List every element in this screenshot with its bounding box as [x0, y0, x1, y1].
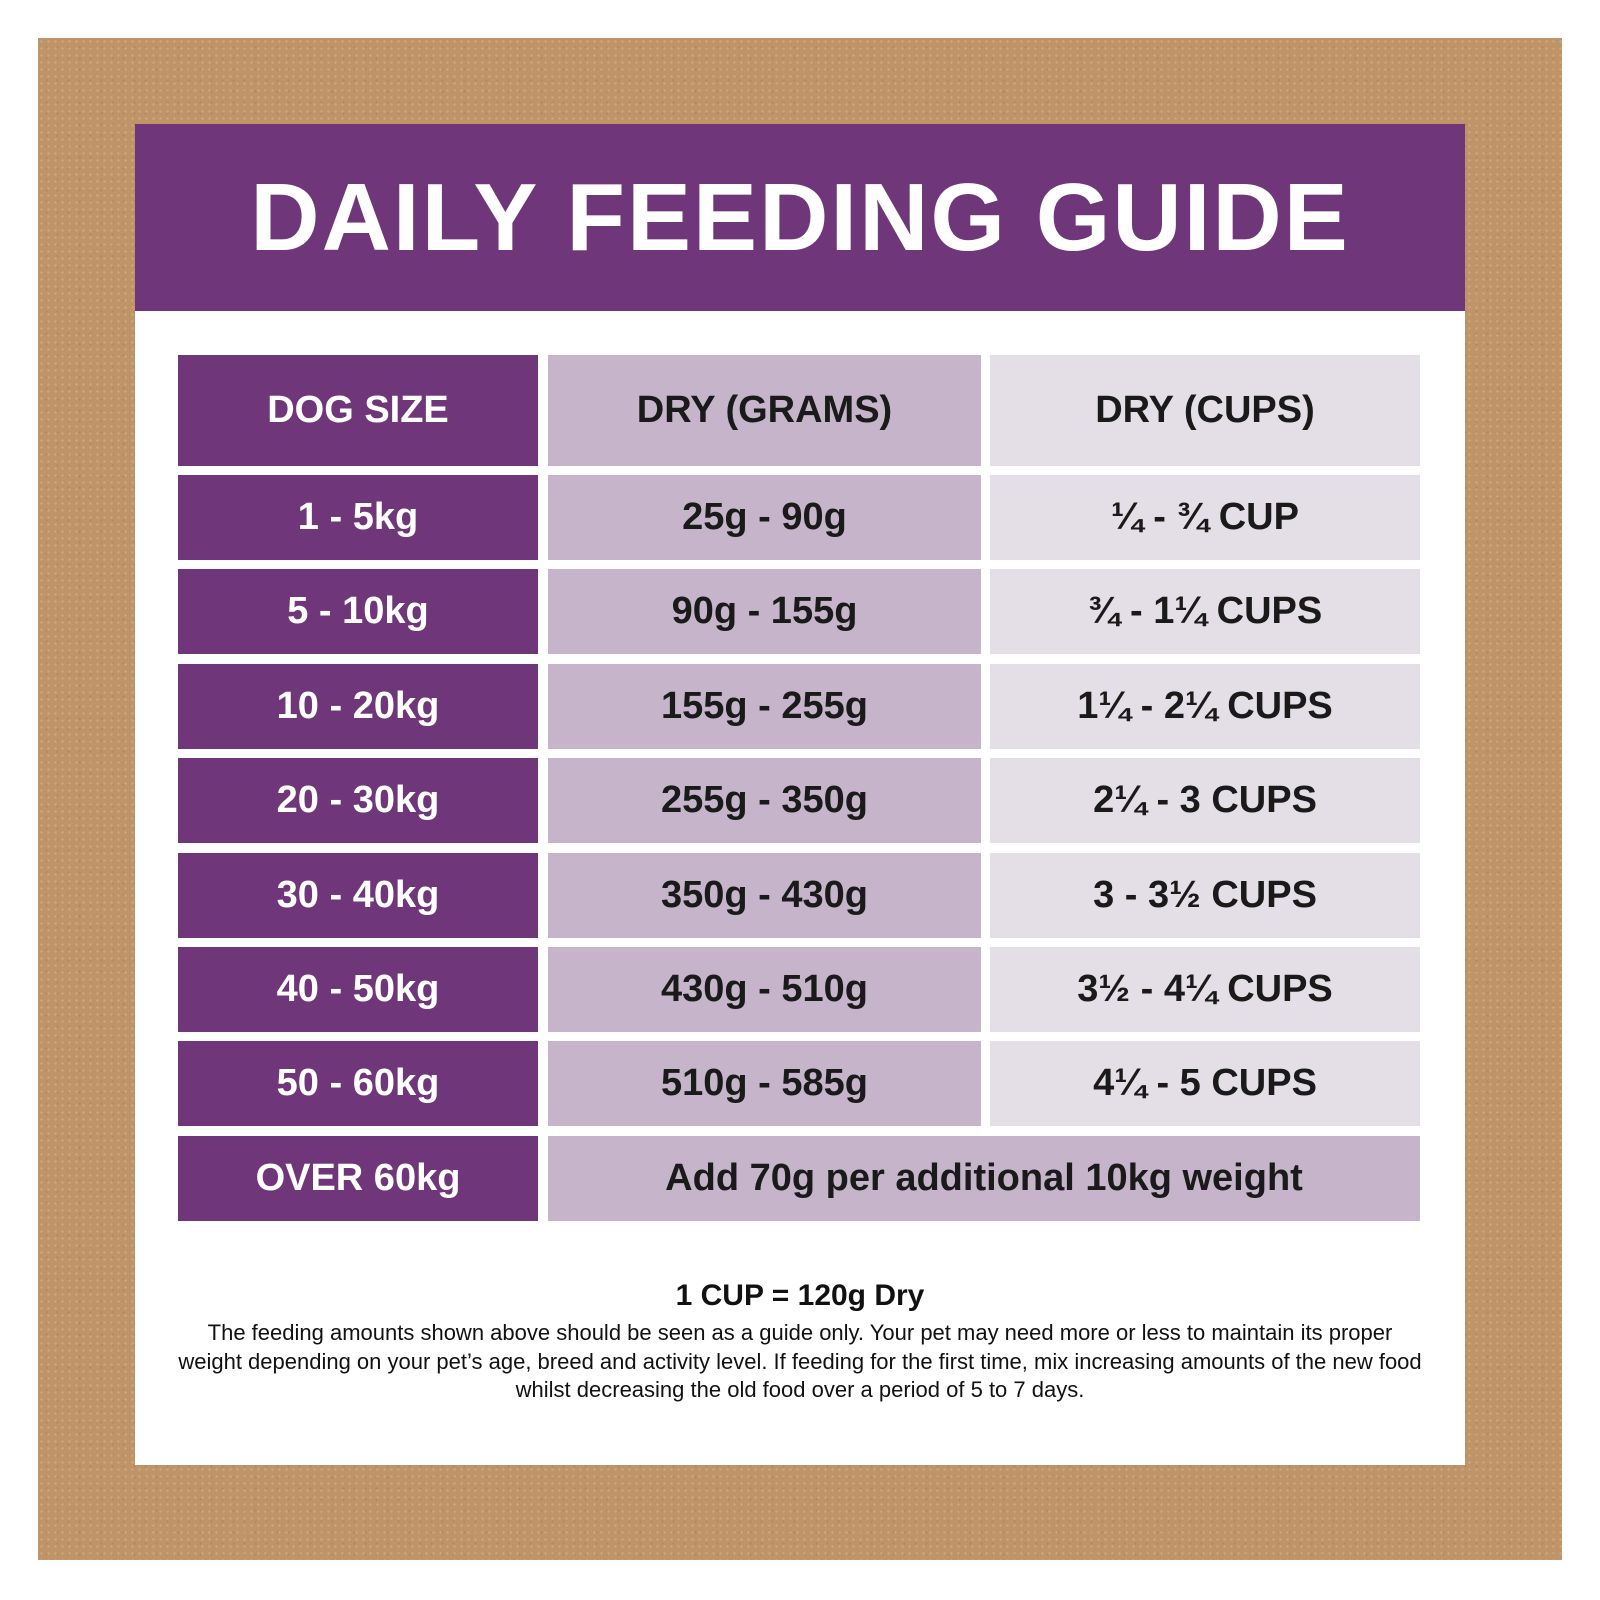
header-dog-size: DOG SIZE [178, 355, 538, 466]
cups-cell: 4¼ - 5 CUPS [990, 1041, 1420, 1127]
header-dry-grams: DRY (GRAMS) [548, 355, 981, 466]
header-dry-cups: DRY (CUPS) [990, 355, 1420, 466]
dog-size-cell: 50 - 60kg [178, 1041, 538, 1127]
grams-cell: 350g - 430g [548, 852, 981, 938]
additional-weight-note: Add 70g per additional 10kg weight [548, 1135, 1420, 1221]
cups-cell: 2¼ - 3 CUPS [990, 758, 1420, 844]
dog-size-cell: OVER 60kg [178, 1135, 538, 1221]
title-banner: DAILY FEEDING GUIDE [135, 124, 1465, 311]
grams-cell: 430g - 510g [548, 947, 981, 1032]
dog-size-cell: 30 - 40kg [178, 852, 538, 938]
cups-cell: 1¼ - 2¼ CUPS [990, 663, 1420, 749]
cups-cell: 3 - 3½ CUPS [990, 852, 1420, 938]
dog-size-cell: 1 - 5kg [178, 475, 538, 560]
grams-cell: 255g - 350g [548, 758, 981, 844]
grams-cell: 90g - 155g [548, 569, 981, 655]
cups-cell: ¾ - 1¼ CUPS [990, 569, 1420, 655]
disclaimer-text: The feeding amounts shown above should b… [178, 1320, 1422, 1402]
cups-cell: 3½ - 4¼ CUPS [990, 947, 1420, 1032]
dog-size-cell: 40 - 50kg [178, 947, 538, 1032]
grams-cell: 510g - 585g [548, 1041, 981, 1127]
grams-cell: 155g - 255g [548, 663, 981, 749]
cups-cell: ¼ - ¾ CUP [990, 475, 1420, 560]
dog-size-cell: 10 - 20kg [178, 663, 538, 749]
dog-size-cell: 20 - 30kg [178, 758, 538, 844]
grams-cell: 25g - 90g [548, 475, 981, 560]
feeding-guide-panel: DAILY FEEDING GUIDE DOG SIZE DRY (GRAMS)… [135, 124, 1465, 1465]
page-title: DAILY FEEDING GUIDE [250, 163, 1350, 271]
cup-ratio: 1 CUP = 120g Dry [675, 1279, 925, 1312]
dog-size-cell: 5 - 10kg [178, 569, 538, 655]
